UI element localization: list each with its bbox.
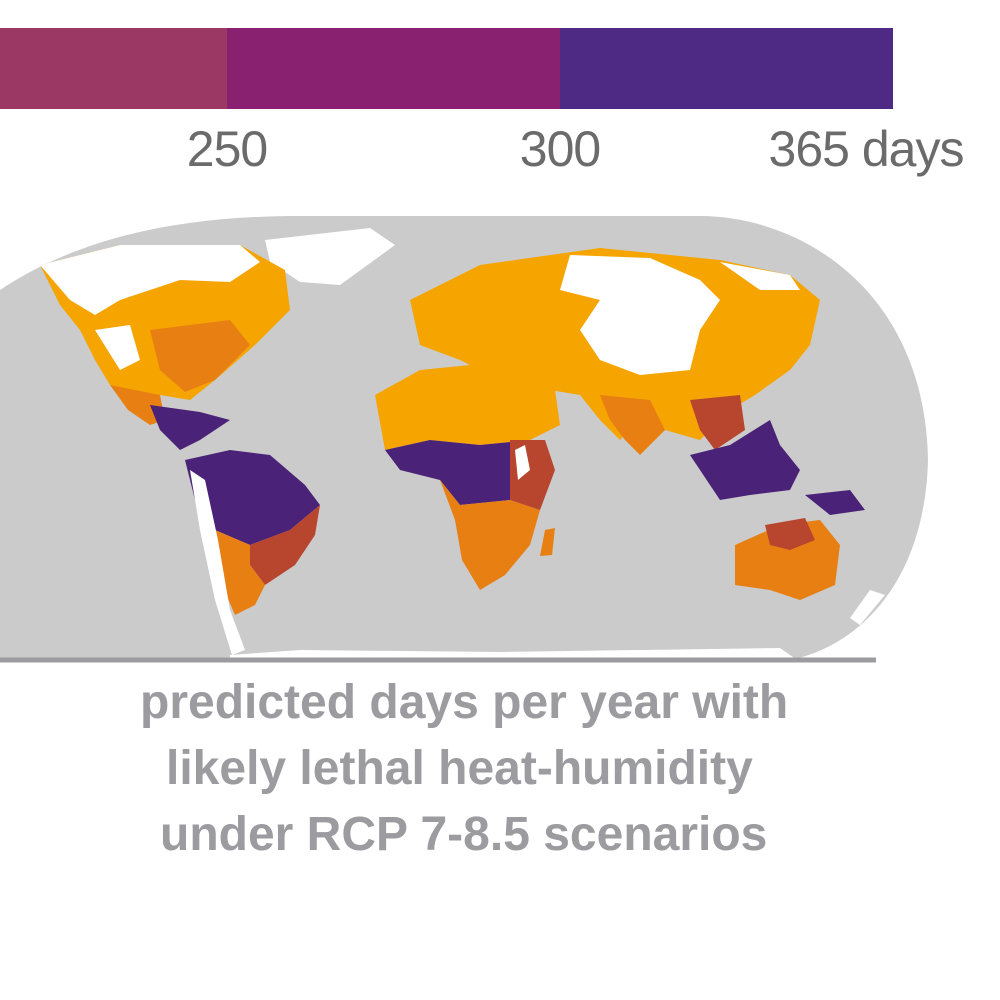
indochina (690, 395, 745, 450)
india (600, 395, 665, 455)
south-america-south (215, 530, 265, 615)
us-west-no-data (95, 325, 140, 370)
southern-africa (440, 480, 540, 590)
land-masses (40, 228, 885, 662)
siberia-tibet-no-data (560, 255, 720, 375)
legend-bin-300-365 (560, 28, 893, 109)
greenland (265, 228, 395, 285)
legend-tick-250: 250 (186, 121, 268, 177)
southeast-asia-islands (690, 420, 800, 500)
andes-no-data (190, 470, 245, 655)
legend-bin-200-250 (0, 28, 227, 109)
color-legend-bar (0, 28, 893, 109)
central-america (150, 405, 230, 450)
legend-bin-250-300 (227, 28, 560, 109)
map-caption: predicted days per year with likely leth… (0, 670, 1000, 868)
legend-tick-365: 365 days (768, 121, 965, 177)
central-africa (385, 440, 535, 505)
mexico (110, 385, 165, 425)
legend-tick-300: 300 (519, 121, 601, 177)
new-zealand-no-data (850, 590, 885, 625)
us-southeast (150, 320, 250, 392)
caption-line-2: likely lethal heat-humidity (166, 742, 753, 795)
east-african-highlands-no-data (515, 445, 530, 480)
south-america-east (250, 505, 320, 585)
new-guinea (805, 490, 865, 515)
canada-no-data (40, 245, 260, 315)
south-america-amazon (185, 450, 320, 545)
caption-line-1: predicted days per year with (140, 676, 789, 729)
world-map (0, 216, 928, 663)
north-africa (375, 365, 560, 450)
australia-north (765, 518, 815, 550)
caption-line-3: under RCP 7-8.5 scenarios (160, 808, 768, 861)
arctic-no-data (720, 262, 800, 290)
madagascar (540, 528, 555, 556)
